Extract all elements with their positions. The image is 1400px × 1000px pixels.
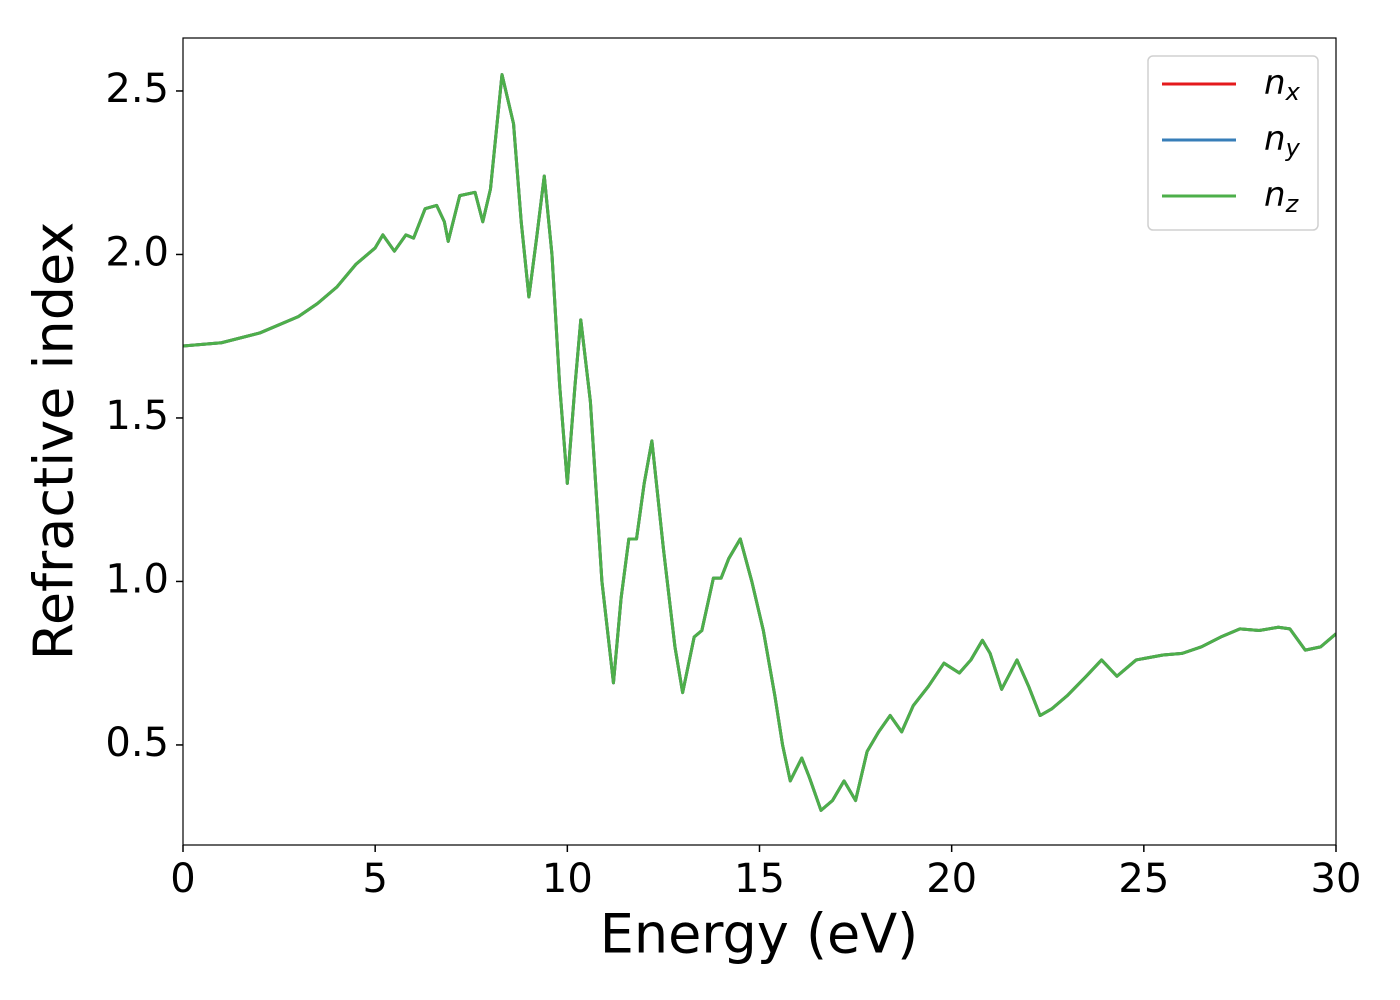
- y-tick-label: 1.5: [105, 393, 169, 439]
- plot-frame: [182, 37, 1337, 846]
- y-tick-label: 1.0: [105, 556, 169, 602]
- legend-label: nz: [1264, 175, 1300, 219]
- legend-box: [1147, 55, 1319, 231]
- x-tick-label: 25: [1118, 856, 1169, 902]
- x-tick-label: 0: [170, 856, 195, 902]
- x-tick-label: 15: [734, 856, 785, 902]
- y-tick-label: 2.5: [105, 66, 169, 112]
- x-tick-label: 5: [362, 856, 387, 902]
- y-tick-label: 2.0: [105, 229, 169, 275]
- x-tick-label: 10: [542, 856, 593, 902]
- legend-label: ny: [1264, 119, 1301, 163]
- y-axis-label: Refractive index: [23, 222, 86, 661]
- x-axis-label: Energy (eV): [600, 903, 919, 966]
- x-tick-label: 20: [926, 856, 977, 902]
- x-tick-label: 30: [1311, 856, 1362, 902]
- line-series: [183, 73, 1336, 812]
- legend-label: nx: [1264, 63, 1301, 107]
- y-tick-label: 0.5: [105, 720, 169, 766]
